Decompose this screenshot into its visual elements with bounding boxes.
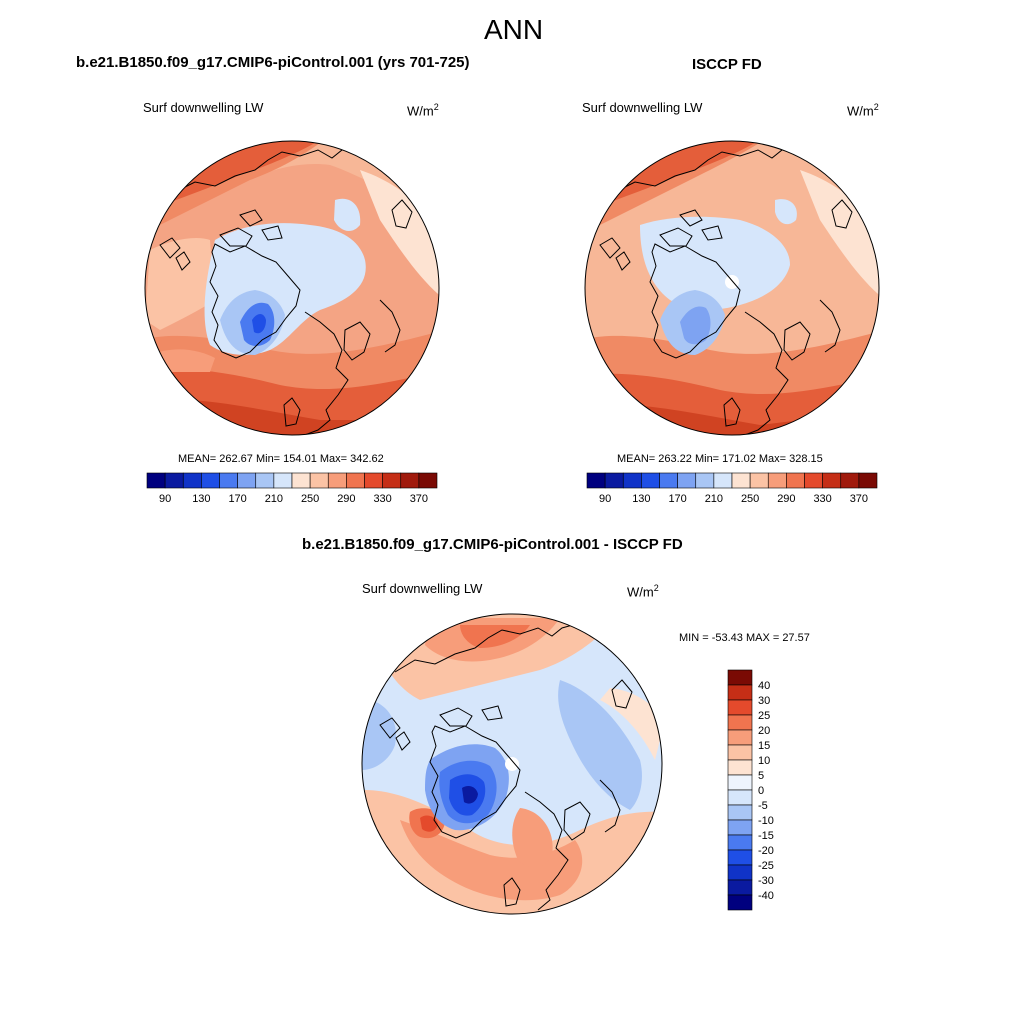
colorbar-tick-label: -5 <box>758 800 768 812</box>
colorbar-swatch <box>727 714 753 731</box>
colorbar-swatch <box>727 684 753 701</box>
colorbar-swatch <box>219 472 238 489</box>
colorbar-tick-label: 40 <box>758 680 770 692</box>
colorbar-tick-label: 170 <box>668 493 686 505</box>
colorbar-tick-label: 15 <box>758 740 770 752</box>
colorbar-swatch <box>327 472 347 489</box>
colorbar-swatch <box>622 472 642 489</box>
colorbar-tick-label: 290 <box>777 493 795 505</box>
colorbar-swatch <box>727 864 753 881</box>
colorbar-tick-label: 25 <box>758 710 770 722</box>
colorbar-swatch <box>731 472 751 489</box>
colorbar-swatch <box>713 472 733 489</box>
colorbar-swatch <box>382 472 402 489</box>
observation-colorbar: 90 130 170 210 250 290 330 370 <box>586 472 878 505</box>
colorbar-tick-label: 250 <box>741 493 759 505</box>
colorbar-tick-label: 130 <box>192 493 210 505</box>
colorbar-tick-label: -10 <box>758 815 774 827</box>
colorbar-swatch <box>749 472 769 489</box>
difference-polar-map <box>361 613 663 915</box>
colorbar-swatch <box>400 472 420 489</box>
colorbar-swatch <box>727 849 753 866</box>
colorbar-tick-label: 290 <box>337 493 355 505</box>
colorbar-swatch <box>418 472 438 489</box>
colorbar-swatch <box>586 472 606 489</box>
colorbar-tick-label: 330 <box>373 493 391 505</box>
colorbar-swatch <box>727 879 753 896</box>
observation-polar-map <box>584 140 880 436</box>
colorbar-swatch <box>364 472 383 489</box>
page-title: ANN <box>484 14 544 45</box>
colorbar-swatch <box>346 472 365 489</box>
colorbar-swatch <box>164 472 184 489</box>
colorbar-tick-label: 130 <box>632 493 650 505</box>
colorbar-tick-label: 210 <box>265 493 283 505</box>
panel2-title: ISCCP FD <box>692 56 762 73</box>
colorbar-tick-label: 250 <box>301 493 319 505</box>
colorbar-tick-label: -40 <box>758 890 774 902</box>
colorbar-swatch <box>727 669 753 686</box>
colorbar-swatch <box>604 472 624 489</box>
panel2-units: W/m2 <box>847 102 879 119</box>
colorbar-tick-label: 20 <box>758 725 770 737</box>
colorbar-swatch <box>858 472 878 489</box>
colorbar-tick-label: 170 <box>228 493 246 505</box>
colorbar-tick-label: 30 <box>758 695 770 707</box>
colorbar-swatch <box>727 774 753 791</box>
panel1-stats: MEAN= 262.67 Min= 154.01 Max= 342.62 <box>178 453 384 465</box>
colorbar-swatch <box>641 472 660 489</box>
panel1-variable-label: Surf downwelling LW <box>143 100 264 115</box>
colorbar-swatch <box>727 894 753 911</box>
colorbar-swatch <box>255 472 275 489</box>
colorbar-swatch <box>659 472 678 489</box>
colorbar-swatch <box>804 472 823 489</box>
colorbar-swatch <box>786 472 805 489</box>
difference-colorbar: 40 30 25 20 15 10 5 0 -5 -10 -15 -20 -25 -30 -40 <box>727 669 774 911</box>
colorbar-tick-label: 370 <box>850 493 868 505</box>
colorbar-swatch <box>237 472 257 489</box>
colorbar-tick-label: 90 <box>599 493 611 505</box>
colorbar-tick-label: 0 <box>758 785 764 797</box>
colorbar-swatch <box>727 834 753 851</box>
colorbar-tick-label: -15 <box>758 830 774 842</box>
colorbar-swatch <box>727 699 753 716</box>
colorbar-swatch <box>677 472 697 489</box>
colorbar-swatch <box>727 744 753 761</box>
colorbar-swatch <box>291 472 311 489</box>
colorbar-swatch <box>695 472 715 489</box>
colorbar-swatch <box>767 472 787 489</box>
panel3-stats: MIN = -53.43 MAX = 27.57 <box>679 632 810 644</box>
panel3-units: W/m2 <box>627 583 659 600</box>
panel3-variable-label: Surf downwelling LW <box>362 581 483 596</box>
panel1-title: b.e21.B1850.f09_g17.CMIP6-piControl.001 … <box>76 54 470 71</box>
colorbar-swatch <box>727 759 753 776</box>
panel1-units: W/m2 <box>407 102 439 119</box>
colorbar-swatch <box>146 472 166 489</box>
colorbar-swatch <box>273 472 293 489</box>
colorbar-swatch <box>201 472 220 489</box>
colorbar-tick-label: 370 <box>410 493 428 505</box>
colorbar-tick-label: 330 <box>813 493 831 505</box>
colorbar-tick-label: -30 <box>758 875 774 887</box>
colorbar-swatch <box>727 819 753 836</box>
colorbar-tick-label: 210 <box>705 493 723 505</box>
panel2-variable-label: Surf downwelling LW <box>582 100 703 115</box>
colorbar-swatch <box>840 472 860 489</box>
colorbar-swatch <box>822 472 842 489</box>
panel2-stats: MEAN= 263.22 Min= 171.02 Max= 328.15 <box>617 453 823 465</box>
colorbar-swatch <box>727 729 753 746</box>
colorbar-tick-label: -25 <box>758 860 774 872</box>
model-colorbar: 90 130 170 210 250 290 330 370 <box>146 472 438 505</box>
colorbar-swatch <box>727 789 753 806</box>
colorbar-tick-label: 5 <box>758 770 764 782</box>
colorbar-swatch <box>309 472 329 489</box>
panel3-title: b.e21.B1850.f09_g17.CMIP6-piControl.001 … <box>302 536 683 553</box>
colorbar-tick-label: 10 <box>758 755 770 767</box>
colorbar-swatch <box>182 472 202 489</box>
model-polar-map <box>144 140 440 436</box>
colorbar-swatch <box>727 804 753 821</box>
colorbar-tick-label: -20 <box>758 845 774 857</box>
colorbar-tick-label: 90 <box>159 493 171 505</box>
